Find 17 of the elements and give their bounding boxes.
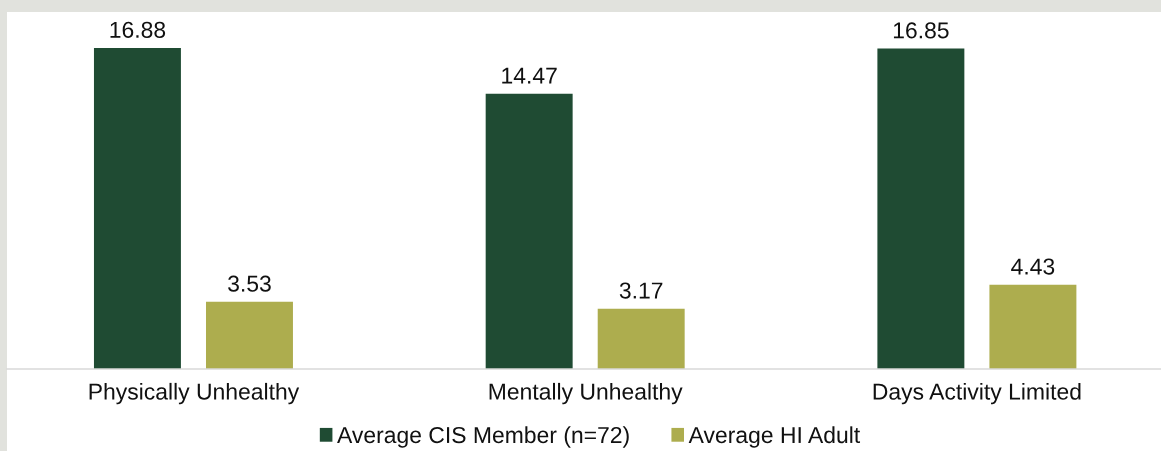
data-label: 3.53 bbox=[228, 275, 271, 292]
bar bbox=[597, 308, 685, 369]
data-label: 14.47 bbox=[502, 67, 557, 84]
legend-label: Average CIS Member (n=72) bbox=[337, 426, 629, 448]
data-label: 4.43 bbox=[1011, 258, 1055, 275]
x-tick-label: Physically Unhealthy bbox=[89, 382, 300, 405]
bar bbox=[205, 301, 293, 369]
x-tick-label: Days Activity Limited bbox=[873, 382, 1081, 405]
bar bbox=[877, 48, 965, 369]
bar bbox=[93, 48, 181, 369]
data-label: 16.88 bbox=[110, 21, 166, 38]
data-label: 16.85 bbox=[893, 22, 949, 39]
data-label: 3.17 bbox=[619, 282, 663, 299]
x-tick-label: Mentally Unhealthy bbox=[489, 382, 683, 405]
bar bbox=[485, 93, 573, 369]
legend-label: Average HI Adult bbox=[688, 426, 861, 448]
bar bbox=[989, 284, 1077, 369]
